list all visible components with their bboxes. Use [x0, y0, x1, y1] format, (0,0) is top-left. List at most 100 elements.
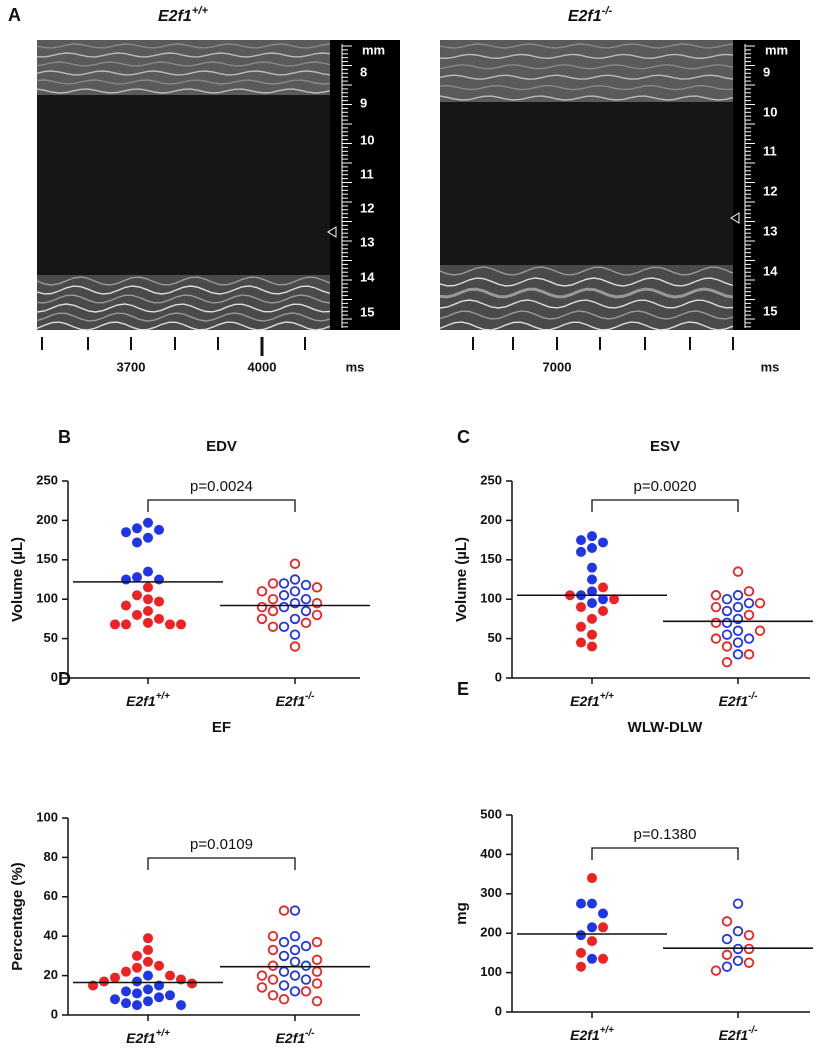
data-point: [732, 601, 744, 613]
scale-strip: [330, 40, 400, 330]
scale-label: 14: [360, 269, 375, 284]
scale-unit: mm: [765, 42, 788, 57]
data-point: [743, 609, 755, 621]
scale-label: 9: [763, 64, 770, 79]
scale-unit: mm: [362, 42, 385, 57]
wall-line: [36, 88, 331, 94]
y-tick-label: 150: [36, 551, 58, 566]
y-tick-label: 200: [36, 512, 58, 527]
data-point: [132, 1000, 142, 1011]
wall-line: [439, 43, 734, 49]
data-point: [289, 931, 301, 942]
wall-line: [439, 64, 734, 70]
data-point: [267, 960, 279, 971]
image-title: E2f1+/+: [158, 5, 208, 25]
data-point: [143, 582, 153, 593]
data-point: [256, 586, 268, 597]
data-point: [110, 994, 120, 1005]
data-point: [267, 621, 279, 632]
data-point: [732, 637, 744, 648]
p-value: p=0.0109: [190, 836, 253, 853]
wall-line: [439, 321, 734, 331]
data-point: [311, 996, 323, 1007]
data-point: [143, 970, 153, 981]
y-tick-label: 80: [44, 849, 58, 864]
data-point: [143, 594, 153, 605]
data-point: [576, 637, 586, 648]
y-tick-label: 150: [480, 551, 502, 566]
data-point: [267, 990, 279, 1001]
data-point: [300, 579, 312, 591]
data-point: [267, 944, 279, 956]
data-point: [587, 922, 597, 933]
data-point: [576, 546, 586, 557]
data-point: [143, 517, 153, 528]
scale-label: 10: [763, 104, 777, 119]
time-unit: ms: [761, 359, 780, 374]
data-point: [587, 898, 597, 909]
panel-letter: E: [457, 679, 469, 699]
panel-letter: C: [457, 427, 470, 447]
data-point: [732, 590, 744, 601]
scale-label: 11: [763, 143, 777, 158]
wall-line: [439, 74, 734, 80]
data-point: [99, 976, 109, 987]
data-point: [143, 944, 153, 955]
data-point: [132, 950, 142, 961]
data-point: [289, 905, 301, 916]
data-point: [300, 605, 312, 617]
data-point: [754, 625, 766, 636]
data-point: [576, 621, 586, 632]
data-point: [576, 898, 586, 909]
significance-bracket: [591, 499, 739, 512]
data-point: [267, 594, 279, 605]
data-point: [743, 957, 755, 968]
data-point: [598, 582, 608, 593]
y-tick-label: 500: [480, 806, 502, 821]
panel-letter: A: [8, 5, 21, 25]
data-point: [721, 961, 733, 972]
data-point: [732, 566, 744, 577]
data-point: [710, 601, 722, 613]
data-point: [587, 531, 597, 542]
data-point: [121, 986, 131, 997]
chart-title: EDV: [206, 438, 237, 455]
data-point: [743, 633, 755, 644]
data-point: [187, 978, 197, 989]
data-point: [278, 966, 290, 977]
data-point: [176, 619, 186, 630]
data-point: [732, 625, 744, 636]
data-point: [132, 572, 142, 583]
significance-bracket: [147, 857, 296, 870]
y-tick-label: 200: [480, 512, 502, 527]
data-point: [311, 582, 323, 593]
data-point: [300, 617, 312, 629]
scale-label: 13: [360, 234, 374, 249]
y-tick-label: 400: [480, 846, 502, 861]
data-point: [721, 949, 733, 961]
scale-label: 10: [360, 132, 374, 147]
data-point: [598, 908, 608, 919]
wall-line: [36, 285, 331, 295]
data-point: [154, 574, 164, 585]
data-point: [289, 986, 301, 997]
data-point: [278, 994, 290, 1005]
data-point: [710, 617, 722, 629]
data-point: [732, 898, 744, 909]
time-label: 4000: [248, 359, 277, 374]
scale-label: 9: [360, 95, 367, 110]
data-point: [598, 922, 608, 933]
data-point: [598, 953, 608, 964]
panel-letter: D: [58, 669, 71, 689]
wall-line: [439, 277, 734, 287]
y-tick-label: 100: [480, 964, 502, 979]
chart-title: ESV: [650, 438, 680, 455]
scale-label: 13: [763, 223, 777, 238]
data-point: [721, 916, 733, 927]
data-point: [721, 933, 733, 945]
data-point: [300, 960, 312, 971]
data-point: [289, 970, 301, 981]
y-tick-label: 0: [495, 1003, 502, 1018]
x-tick-label: E2f1-/-: [276, 691, 315, 709]
data-point: [576, 535, 586, 546]
